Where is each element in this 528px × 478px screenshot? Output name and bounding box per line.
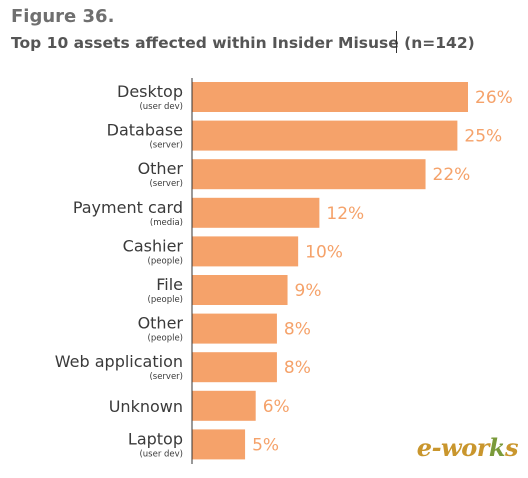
category-label-5: File bbox=[156, 275, 183, 294]
bar-2 bbox=[192, 159, 426, 190]
category-label-6: Other bbox=[138, 314, 184, 333]
figure-label: Figure 36. bbox=[11, 6, 115, 27]
bar-5 bbox=[192, 275, 288, 305]
category-label-1: Database bbox=[107, 121, 183, 140]
subcategory-label-7: (server) bbox=[149, 372, 183, 382]
bar-9 bbox=[192, 429, 246, 460]
bar-8 bbox=[192, 390, 256, 421]
value-label-1: 25% bbox=[464, 127, 502, 147]
subcategory-label-2: (server) bbox=[149, 179, 183, 189]
subcategory-label-1: (server) bbox=[149, 141, 183, 151]
category-label-9: Laptop bbox=[128, 429, 183, 448]
category-label-0: Desktop bbox=[117, 82, 183, 101]
subcategory-label-5: (people) bbox=[148, 295, 183, 305]
bar-6 bbox=[192, 313, 277, 344]
value-label-0: 26% bbox=[475, 88, 513, 108]
value-label-9: 5% bbox=[252, 435, 279, 455]
bar-3 bbox=[192, 197, 320, 228]
value-label-5: 9% bbox=[295, 281, 322, 301]
watermark-suffix: s bbox=[504, 433, 519, 462]
bar-0 bbox=[192, 82, 468, 112]
value-label-6: 8% bbox=[284, 320, 311, 340]
subcategory-label-4: (people) bbox=[148, 256, 183, 266]
value-label-2: 22% bbox=[433, 165, 471, 185]
subcategory-label-9: (user dev) bbox=[139, 449, 183, 459]
value-label-4: 10% bbox=[305, 242, 343, 262]
watermark-prefix: e-wor bbox=[416, 433, 490, 462]
category-label-4: Cashier bbox=[123, 236, 184, 255]
subcategory-label-6: (people) bbox=[148, 334, 183, 344]
category-label-8: Unknown bbox=[109, 397, 183, 416]
bar-4 bbox=[192, 236, 299, 267]
subcategory-label-0: (user dev) bbox=[139, 102, 183, 112]
chart-title: Top 10 assets affected within Insider Mi… bbox=[11, 34, 475, 52]
value-label-8: 6% bbox=[263, 397, 290, 417]
value-label-3: 12% bbox=[326, 204, 364, 224]
watermark-accent: k bbox=[488, 433, 506, 462]
category-label-7: Web application bbox=[55, 352, 183, 371]
category-label-2: Other bbox=[138, 159, 184, 178]
bar-7 bbox=[192, 352, 277, 383]
category-label-3: Payment card bbox=[73, 198, 183, 217]
bar-1 bbox=[192, 120, 458, 151]
watermark-logo: e-works bbox=[416, 433, 519, 462]
subcategory-label-3: (media) bbox=[150, 218, 183, 228]
value-label-7: 8% bbox=[284, 358, 311, 378]
text-cursor bbox=[396, 31, 397, 53]
